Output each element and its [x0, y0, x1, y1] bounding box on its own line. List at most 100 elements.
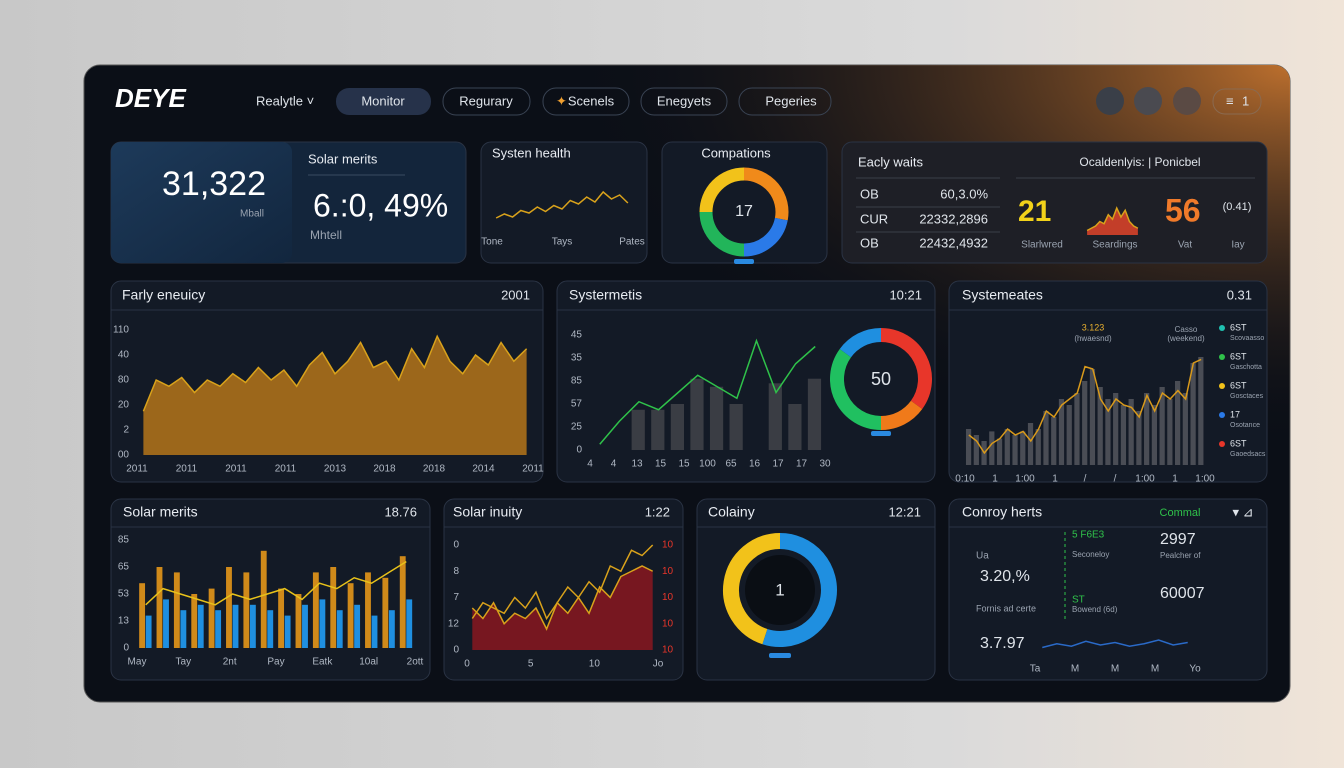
- tab[interactable]: Scenels: [568, 93, 615, 108]
- label: Pealcher of: [1160, 551, 1201, 560]
- x-tick-label: 1:00: [1195, 474, 1215, 485]
- y-tick-label: 20: [118, 400, 130, 411]
- logo: DEYE: [115, 83, 186, 113]
- donut-hole: [745, 555, 815, 625]
- x-tick-label: 15: [655, 459, 667, 470]
- y2-tick-label: 10: [662, 618, 674, 629]
- bar: [284, 615, 291, 648]
- tab[interactable]: Enegyets: [657, 93, 712, 108]
- y-tick-label: 0: [453, 645, 459, 656]
- x-tick-label: 4: [611, 459, 617, 470]
- tab[interactable]: Monitor: [361, 93, 405, 108]
- x-tick-label: 4: [587, 459, 593, 470]
- tab-pill[interactable]: [442, 87, 531, 116]
- bar: [1182, 393, 1188, 465]
- x-tick-label: 0:10: [955, 474, 975, 485]
- value: 60007: [1160, 585, 1205, 602]
- panel-title: Systen health: [492, 145, 571, 160]
- indicator: [871, 431, 891, 436]
- line: [1042, 639, 1188, 649]
- tab-icon: ✦: [556, 93, 567, 108]
- stat: 56: [1165, 192, 1201, 228]
- tab-pill[interactable]: [336, 88, 431, 115]
- chart: 0 8 7 12 0 10 10 10 10 10 0 5 10 Jo: [448, 540, 674, 670]
- bar: [208, 588, 215, 648]
- bar: [197, 604, 204, 648]
- tab[interactable]: Realytle ˅: [256, 93, 314, 108]
- x-tick-label: 5: [528, 659, 534, 670]
- bar: [319, 599, 326, 648]
- x-tick-label: 2011: [522, 464, 544, 475]
- donut-segment: [839, 328, 882, 358]
- panel-icon[interactable]: ▾ ⊿: [1232, 504, 1253, 519]
- y-tick-label: 8: [453, 566, 459, 577]
- subtitle: Ocaldenlyis: | Ponicbel: [1079, 155, 1200, 169]
- bar: [1074, 393, 1080, 465]
- line: [471, 544, 654, 621]
- x-tick-label: 17: [772, 459, 784, 470]
- x-tick-label: 100: [699, 459, 716, 470]
- note: (0.41): [1223, 201, 1252, 213]
- donut-segment: [762, 533, 837, 647]
- bar: [365, 572, 371, 648]
- x-tick-label: 1:00: [1015, 474, 1035, 485]
- bar: [354, 604, 361, 648]
- y-tick-label: 0: [453, 540, 459, 551]
- panel-title: Conroy herts: [962, 504, 1042, 520]
- line: [1086, 206, 1139, 232]
- bar: [1144, 393, 1150, 465]
- x-tick-label: 2018: [373, 464, 396, 475]
- menu-button[interactable]: [1212, 88, 1262, 115]
- line: [495, 190, 629, 219]
- tab-pill[interactable]: [738, 87, 832, 116]
- bar: [173, 572, 180, 648]
- tab[interactable]: Regurary: [459, 93, 513, 108]
- panel-title: Compations: [701, 145, 771, 160]
- tab[interactable]: Pegeries: [765, 93, 817, 108]
- bar: [278, 588, 285, 648]
- panel-title: Solar inuity: [453, 504, 522, 520]
- bar: [1012, 435, 1018, 465]
- x-tick-label: /: [1114, 474, 1117, 485]
- x-tick-label: /: [1084, 474, 1087, 485]
- label: Bowend (6d): [1072, 605, 1118, 614]
- bar: [336, 610, 343, 648]
- x-tick-label: 1: [1052, 474, 1058, 485]
- x-tick-label: 2011: [225, 464, 247, 475]
- bar: [330, 567, 337, 648]
- indicator: [734, 259, 754, 264]
- bar: [1167, 399, 1173, 465]
- bar: [989, 431, 995, 465]
- line: [471, 565, 654, 631]
- value: 3.20,%: [980, 568, 1030, 585]
- x-tick-label: Pates: [619, 237, 645, 248]
- donut-segment: [699, 211, 745, 257]
- bar: [371, 615, 378, 648]
- annotation: 3.123: [1082, 322, 1105, 332]
- bar: [1082, 381, 1088, 465]
- icon-button[interactable]: [1134, 87, 1162, 115]
- y-tick-label: 40: [118, 350, 130, 361]
- bar: [1105, 399, 1111, 465]
- bar: [1051, 417, 1057, 465]
- tab-pill[interactable]: [542, 87, 630, 116]
- bar: [295, 594, 302, 648]
- panel-title: Colainy: [708, 504, 755, 520]
- code: ST: [1072, 595, 1085, 606]
- tab-pill[interactable]: [640, 87, 728, 116]
- x-tick-label: Yo: [1189, 664, 1201, 675]
- panel-title: Solar merits: [123, 504, 198, 520]
- indicator: [769, 653, 791, 658]
- chart: Tone Tays Pates: [481, 190, 645, 248]
- icon-button[interactable]: [1096, 87, 1124, 115]
- donut-center: 50: [871, 369, 891, 389]
- bar: [631, 409, 645, 450]
- y2-tick-label: 10: [662, 592, 674, 603]
- icon-button[interactable]: [1173, 87, 1201, 115]
- bar: [1113, 393, 1119, 465]
- y-tick-label: 2: [123, 425, 129, 436]
- x-tick-label: Tays: [552, 237, 573, 248]
- bar: [1198, 357, 1204, 465]
- legend-sub: Gaoedsacs: [1230, 451, 1266, 458]
